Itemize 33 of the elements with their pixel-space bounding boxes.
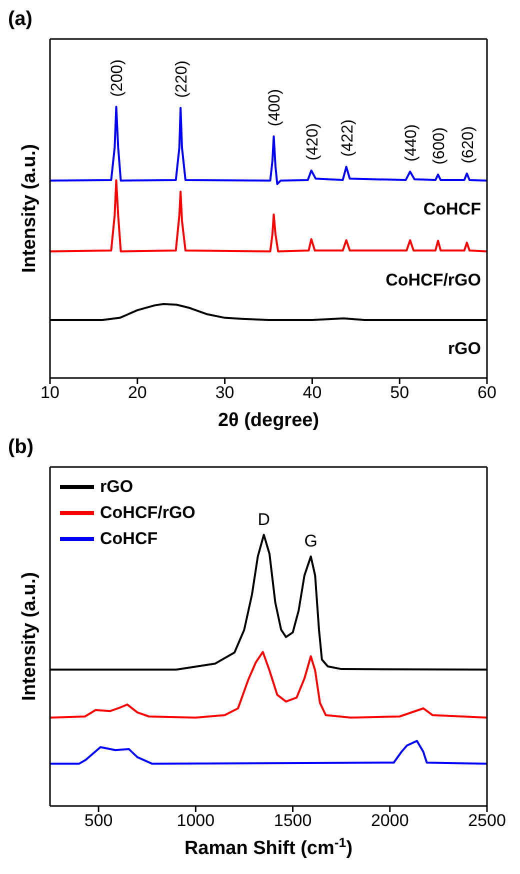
x-tick-label: 60 <box>478 383 496 402</box>
chart-title: (b) <box>8 436 35 460</box>
annotation: (440) <box>403 124 420 162</box>
annotation: D <box>258 510 270 529</box>
x-tick-label: 30 <box>215 383 234 402</box>
y-axis-title: Intensity (a.u.) <box>19 144 40 273</box>
x-tick-label: 20 <box>128 383 147 402</box>
legend-label: CoHCF/rGO <box>100 502 196 524</box>
series-label: CoHCF <box>423 200 481 219</box>
x-axis-title: 2θ (degree) <box>218 410 320 431</box>
x-axis-title: Raman Shift (cm$^{-1}$) <box>184 834 353 859</box>
legend-label: CoHCF <box>100 528 158 550</box>
x-tick-label: 10 <box>40 383 60 402</box>
annotation: (600) <box>431 127 448 165</box>
annotation: (200) <box>109 59 126 97</box>
x-tick-label: 40 <box>302 383 322 402</box>
x-tick-label: 50 <box>390 383 410 402</box>
x-tick-label: 1000 <box>176 811 215 830</box>
legend-label: rGO <box>100 476 134 498</box>
x-tick-label: 2000 <box>370 811 409 830</box>
x-tick-label: 2500 <box>468 811 506 830</box>
x-tick-label: 500 <box>84 811 113 830</box>
chart-title: (a) <box>8 8 34 32</box>
x-tick-label: 1500 <box>274 811 312 830</box>
annotation: (420) <box>304 123 322 161</box>
annotation: G <box>304 531 318 550</box>
annotation: (422) <box>339 119 356 157</box>
series-label: CoHCF/rGO <box>386 270 481 290</box>
series-label: rGO <box>448 338 481 358</box>
annotation: (220) <box>174 60 191 98</box>
y-axis-title: Intensity (a.u.) <box>19 572 40 701</box>
annotation: (400) <box>266 89 284 126</box>
annotation: (620) <box>460 126 477 164</box>
